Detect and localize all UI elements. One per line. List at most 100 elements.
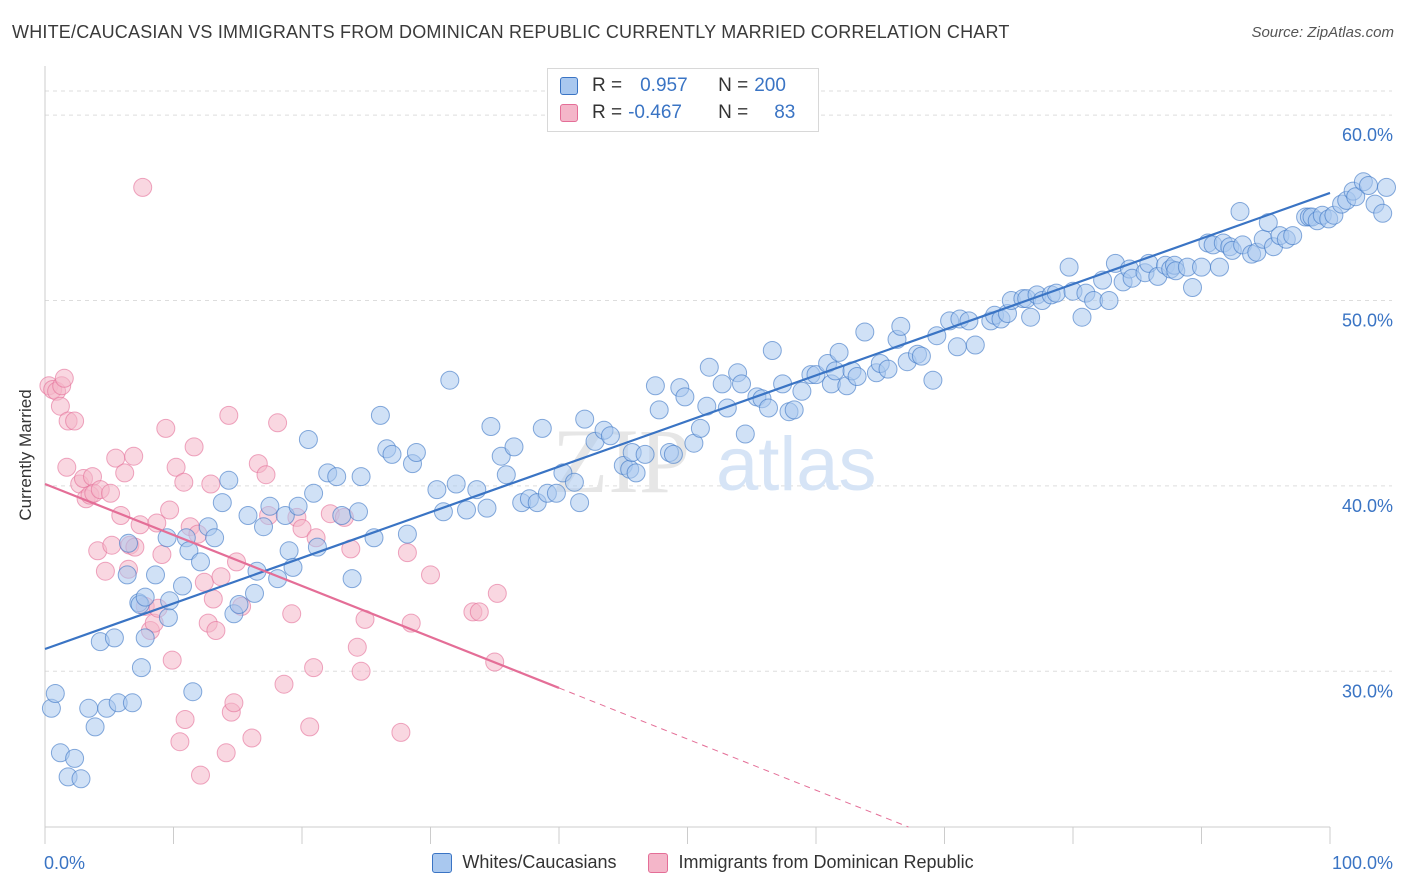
stats-row-dominican: R = -0.467 N = 83 — [560, 100, 795, 126]
dominican-point-35 — [156, 418, 176, 438]
white-point-64 — [446, 474, 466, 494]
white-point-61 — [427, 480, 447, 500]
white-point-19 — [135, 628, 155, 648]
points-dominican — [39, 177, 507, 785]
white-point-169 — [1183, 278, 1202, 297]
white-point-84 — [600, 426, 620, 446]
dominican-point-68 — [304, 658, 324, 678]
y-tick-label-1: 40.0% — [1342, 496, 1393, 516]
white-point-44 — [288, 496, 308, 516]
white-point-111 — [784, 400, 804, 420]
white-point-52 — [349, 502, 368, 522]
white-point-38 — [254, 517, 273, 537]
n-label: N = — [718, 102, 749, 123]
dominican-point-25 — [124, 446, 144, 466]
white-point-145 — [1021, 307, 1041, 327]
white-point-70 — [496, 465, 516, 485]
white-point-173 — [1210, 257, 1229, 277]
white-point-6 — [79, 698, 99, 718]
white-point-89 — [635, 444, 655, 464]
white-point-90 — [645, 376, 665, 396]
white-point-81 — [575, 409, 595, 429]
white-point-127 — [891, 316, 911, 336]
white-point-27 — [183, 682, 203, 702]
dominican-point-39 — [170, 732, 190, 752]
points-white — [41, 172, 1396, 789]
white-point-49 — [327, 467, 347, 487]
white-point-39 — [260, 496, 280, 516]
white-point-45 — [298, 430, 318, 449]
dominican-point-48 — [201, 474, 221, 494]
white-point-10 — [104, 628, 124, 648]
dominican-point-60 — [256, 465, 276, 485]
dominican-point-63 — [274, 674, 294, 694]
dominican-point-73 — [347, 637, 367, 657]
white-point-201 — [1373, 203, 1393, 223]
white-point-80 — [570, 493, 590, 513]
white-point-32 — [219, 470, 239, 490]
white-point-55 — [370, 405, 390, 425]
r-label: R = — [592, 102, 623, 123]
dominican-point-52 — [216, 743, 236, 763]
legend-swatch-dominican — [648, 852, 669, 873]
white-point-150 — [1059, 257, 1079, 277]
x-tick-label-min: 0.0% — [44, 853, 85, 873]
white-point-13 — [119, 533, 138, 553]
white-point-137 — [965, 335, 985, 355]
white-point-69 — [491, 446, 511, 466]
white-point-57 — [382, 444, 402, 464]
white-point-95 — [675, 387, 695, 407]
dominican-point-34 — [152, 545, 172, 564]
dominican-point-41 — [175, 710, 195, 729]
white-point-68 — [481, 417, 501, 436]
trend-line-white — [44, 191, 1331, 651]
tick-labels: 30.0% 40.0% 50.0% 60.0% 0.0% 100.0% — [44, 125, 1393, 873]
white-point-67 — [477, 498, 497, 518]
white-point-28 — [191, 552, 210, 572]
n-value: 83 — [774, 102, 796, 123]
white-point-130 — [911, 346, 931, 366]
legend-swatch-white — [560, 77, 578, 95]
dominican-point-45 — [191, 765, 210, 785]
white-point-58 — [397, 524, 417, 544]
white-point-152 — [1072, 307, 1092, 327]
white-point-125 — [878, 359, 898, 379]
dominican-point-19 — [102, 535, 122, 555]
dominican-point-40 — [174, 472, 194, 492]
white-point-122 — [855, 322, 875, 342]
white-point-17 — [131, 658, 151, 678]
dominican-point-46 — [194, 572, 214, 592]
dominican-point-22 — [115, 463, 135, 483]
white-point-7 — [85, 717, 105, 737]
dominican-point-21 — [111, 506, 131, 525]
white-point-41 — [275, 506, 295, 525]
white-point-108 — [762, 341, 782, 360]
white-point-197 — [1346, 187, 1366, 207]
white-point-77 — [546, 483, 566, 503]
white-point-18 — [135, 587, 155, 607]
white-point-93 — [663, 444, 683, 464]
dominican-point-76 — [391, 722, 411, 742]
white-point-65 — [457, 500, 476, 520]
legend-label-dominican: Immigrants from Dominican Republic — [678, 852, 974, 872]
white-point-20 — [146, 565, 165, 585]
dominican-point-51 — [211, 567, 231, 587]
white-point-103 — [732, 374, 751, 394]
white-point-177 — [1230, 202, 1250, 221]
white-point-30 — [205, 528, 225, 548]
white-point-5 — [71, 769, 91, 789]
dominican-point-62 — [268, 413, 288, 433]
x-tick-label-max: 100.0% — [1332, 853, 1393, 873]
white-point-46 — [304, 483, 324, 503]
white-point-75 — [532, 418, 552, 438]
dominican-point-66 — [292, 519, 312, 538]
dominican-point-5 — [54, 368, 74, 388]
white-point-107 — [759, 398, 778, 418]
white-point-34 — [229, 595, 249, 614]
dominican-point-37 — [162, 650, 182, 670]
white-point-4 — [65, 748, 85, 768]
white-point-156 — [1099, 291, 1119, 310]
white-point-199 — [1359, 176, 1378, 195]
white-point-36 — [245, 583, 264, 603]
